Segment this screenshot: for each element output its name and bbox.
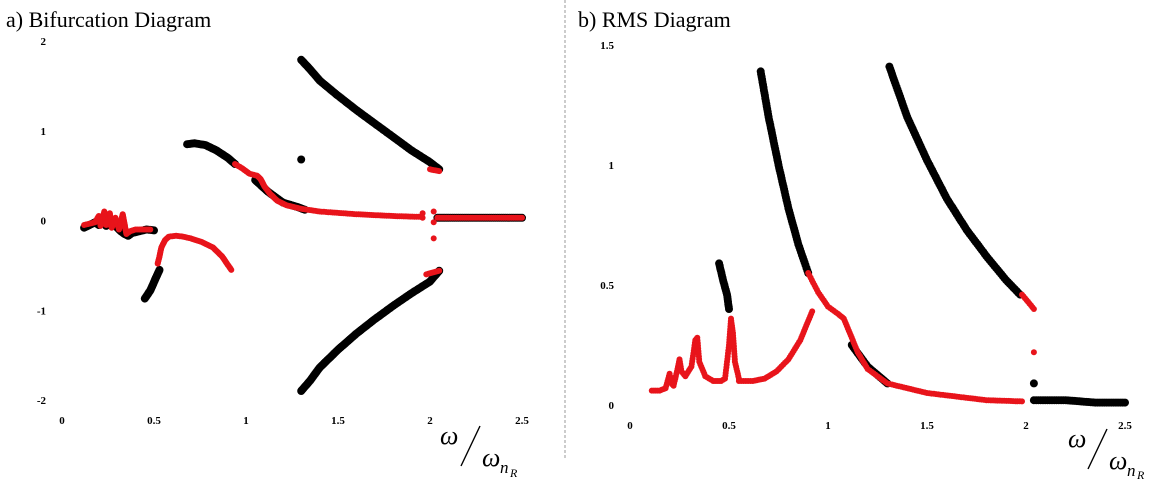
chart-b-data-point [725,305,733,313]
chart-b-data-point [1030,349,1037,356]
chart-a-y-tick-label: -1 [37,305,46,317]
chart-b-x-tick-label: 2.5 [1118,420,1132,432]
chart-a-ticks: 0 0.5 1 1.5 2 2.5 -2 -1 0 1 2 [37,36,530,427]
chart-a-xlabel-subsub: R [509,466,518,480]
chart-a-xlabel-slash [460,425,481,467]
chart-b-series-unstable [715,62,1129,407]
chart-a-data-point [297,155,306,164]
chart-b-y-tick-label: 1 [609,160,615,172]
chart-a-y-tick-label: -2 [37,395,47,407]
chart-b-x-tick-label: 1.5 [920,420,934,432]
chart-a-plot-area [80,55,526,395]
chart-b-xlabel-main: ω [1068,424,1086,453]
chart-a-data-point [430,235,437,242]
chart-b-x-tick-label: 0.5 [722,420,736,432]
chart-a-data-point [430,219,437,226]
chart-a-y-tick-label: 2 [41,36,47,48]
chart-a-xlabel-sub: n [500,458,509,477]
chart-a-data-point [436,168,443,175]
chart-b-series-stable [648,270,1037,405]
chart-a-x-axis-label: ω ω n R [440,421,518,480]
chart-b-x-tick-label: 0 [627,420,633,432]
chart-a-series-stable [81,161,525,278]
chart-a-data-point [519,214,525,221]
chart-a-data-point [436,267,443,274]
chart-a-xlabel-main: ω [440,421,458,450]
chart-a-y-tick-label: 0 [41,216,47,228]
chart-a-x-tick-label: 2 [427,415,433,427]
chart-a-xlabel-den: ω [482,443,500,472]
chart-b-y-tick-label: 0.5 [600,280,614,292]
chart-b-xlabel-sub: n [1127,461,1136,480]
chart-b-x-axis-label: ω ω n R [1068,424,1145,481]
chart-a-x-tick-label: 2.5 [515,415,529,427]
chart-a-data-point [419,210,426,217]
chart-b-data-point [809,308,816,315]
chart-b-x-tick-label: 2 [1023,420,1029,432]
chart-b-ticks: 0 0.5 1 1.5 2 2.5 0 0.5 1 1.5 [600,40,1132,432]
chart-b-x-tick-label: 1 [825,420,831,432]
chart-b-xlabel-den: ω [1109,446,1127,475]
chart-a-x-tick-label: 1.5 [331,415,345,427]
chart-a-data-point [419,214,426,221]
chart-b-data-point [1019,398,1025,405]
chart-a-data-point [430,208,437,215]
chart-b-title: b) RMS Diagram [578,7,731,32]
chart-a-data-point [155,265,164,274]
chart-a-title: a) Bifurcation Diagram [6,7,211,32]
chart-a-y-tick-label: 1 [41,126,47,138]
chart-a-x-tick-label: 0.5 [147,415,161,427]
chart-b-xlabel-subsub: R [1136,468,1145,481]
chart-b-y-tick-label: 1.5 [600,40,614,52]
chart-b-data-point [1121,398,1129,407]
chart-a-series-unstable [80,55,526,395]
chart-b-data-point [1030,306,1037,312]
chart-panel-a: a) Bifurcation Diagram 0 0.5 1 1.5 2 2.5-2-10… [6,7,529,480]
chart-panel-b: b) RMS Diagram 0 0.5 1 1.5 2 2.5 0 0.5 1 1.5 ω ω … [578,7,1145,481]
chart-b-plot-area [648,62,1129,407]
chart-a-x-tick-label: 1 [243,415,249,427]
chart-b-xlabel-slash [1087,428,1108,470]
chart-a-data-point [147,226,154,233]
chart-a-x-tick-label: 0 [59,415,65,427]
chart-b-y-tick-label: 0 [609,400,615,412]
chart-a-data-point [228,266,235,273]
chart-b-data-point [1029,379,1038,388]
